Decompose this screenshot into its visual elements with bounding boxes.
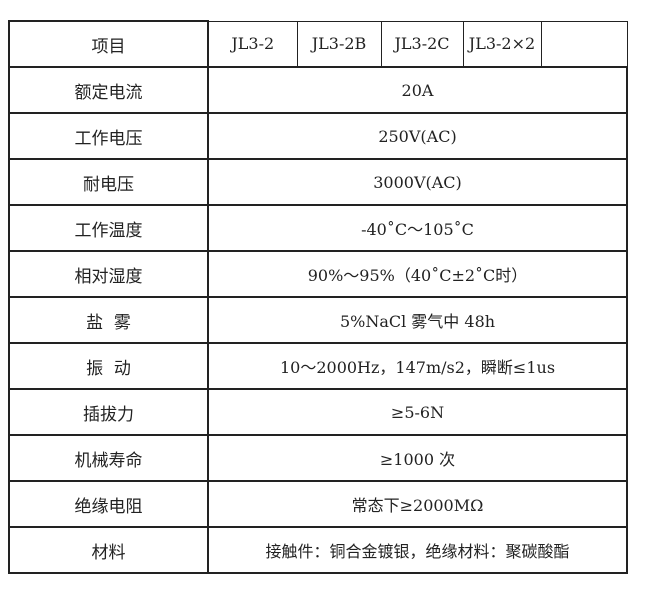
row-label: 振 动 xyxy=(8,342,209,390)
row-value: ≥1000 次 xyxy=(207,434,628,482)
row-label: 工作电压 xyxy=(8,112,209,160)
row-label: 额定电流 xyxy=(8,66,209,114)
row-value: 10～2000Hz，147m/s2，瞬断≤1us xyxy=(207,342,628,390)
model-jl3-2c: JL3-2C xyxy=(380,20,464,68)
row-value: 5%NaCl 雾气中 48h xyxy=(207,296,628,344)
row-label: 机械寿命 xyxy=(8,434,209,482)
model-jl3-2: JL3-2 xyxy=(207,20,298,68)
table-row: 盐 雾 5%NaCl 雾气中 48h xyxy=(8,296,628,344)
row-label: 耐电压 xyxy=(8,158,209,206)
table-row: 耐电压 3000V(AC) xyxy=(8,158,628,206)
row-label: 插拔力 xyxy=(8,388,209,436)
model-jl3-2b: JL3-2B xyxy=(296,20,382,68)
header-label: 项目 xyxy=(8,20,209,68)
row-label: 盐 雾 xyxy=(8,296,209,344)
row-value: 250V(AC) xyxy=(207,112,628,160)
table-row: 机械寿命 ≥1000 次 xyxy=(8,434,628,482)
row-value: 20A xyxy=(207,66,628,114)
spec-table: 项目 JL3-2 JL3-2B JL3-2C JL3-2×2 额定电流 20A 工作… xyxy=(8,20,628,574)
table-row: 工作温度 -40˚C～105˚C xyxy=(8,204,628,252)
table-row: 工作电压 250V(AC) xyxy=(8,112,628,160)
table-row: 相对湿度 90%～95%（40˚C±2˚C时） xyxy=(8,250,628,298)
table-row: 绝缘电阻 常态下≥2000MΩ xyxy=(8,480,628,528)
header-row: 项目 JL3-2 JL3-2B JL3-2C JL3-2×2 xyxy=(8,20,628,68)
model-empty xyxy=(540,20,628,68)
row-label: 相对湿度 xyxy=(8,250,209,298)
row-value: 常态下≥2000MΩ xyxy=(207,480,628,528)
row-label: 绝缘电阻 xyxy=(8,480,209,528)
table-row: 插拔力 ≥5-6N xyxy=(8,388,628,436)
row-value: 3000V(AC) xyxy=(207,158,628,206)
table-row: 额定电流 20A xyxy=(8,66,628,114)
row-label: 工作温度 xyxy=(8,204,209,252)
model-jl3-2x2: JL3-2×2 xyxy=(462,20,542,68)
row-value: 90%～95%（40˚C±2˚C时） xyxy=(207,250,628,298)
row-value: 接触件：铜合金镀银，绝缘材料：聚碳酸酯 xyxy=(207,526,628,574)
row-value: -40˚C～105˚C xyxy=(207,204,628,252)
row-value: ≥5-6N xyxy=(207,388,628,436)
table-row: 振 动 10～2000Hz，147m/s2，瞬断≤1us xyxy=(8,342,628,390)
table-row: 材料 接触件：铜合金镀银，绝缘材料：聚碳酸酯 xyxy=(8,526,628,574)
row-label: 材料 xyxy=(8,526,209,574)
